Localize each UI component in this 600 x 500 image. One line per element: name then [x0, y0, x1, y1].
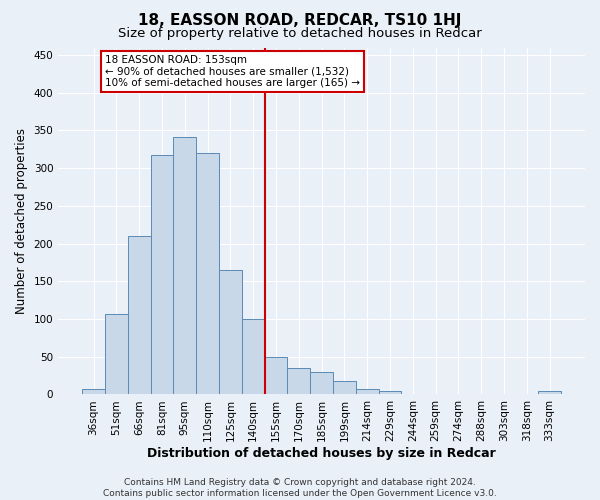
Text: Size of property relative to detached houses in Redcar: Size of property relative to detached ho…: [118, 28, 482, 40]
Bar: [219, 270, 242, 394]
Bar: [82, 389, 105, 394]
Bar: [105, 314, 128, 394]
Bar: [333, 381, 356, 394]
Bar: [151, 154, 173, 394]
X-axis label: Distribution of detached houses by size in Redcar: Distribution of detached houses by size …: [147, 447, 496, 460]
Bar: [128, 236, 151, 394]
Text: Contains HM Land Registry data © Crown copyright and database right 2024.
Contai: Contains HM Land Registry data © Crown c…: [103, 478, 497, 498]
Text: 18, EASSON ROAD, REDCAR, TS10 1HJ: 18, EASSON ROAD, REDCAR, TS10 1HJ: [139, 12, 461, 28]
Y-axis label: Number of detached properties: Number of detached properties: [15, 128, 28, 314]
Text: 18 EASSON ROAD: 153sqm
← 90% of detached houses are smaller (1,532)
10% of semi-: 18 EASSON ROAD: 153sqm ← 90% of detached…: [105, 55, 360, 88]
Bar: [242, 319, 265, 394]
Bar: [379, 390, 401, 394]
Bar: [287, 368, 310, 394]
Bar: [356, 389, 379, 394]
Bar: [310, 372, 333, 394]
Bar: [538, 392, 561, 394]
Bar: [173, 136, 196, 394]
Bar: [265, 356, 287, 395]
Bar: [196, 153, 219, 394]
